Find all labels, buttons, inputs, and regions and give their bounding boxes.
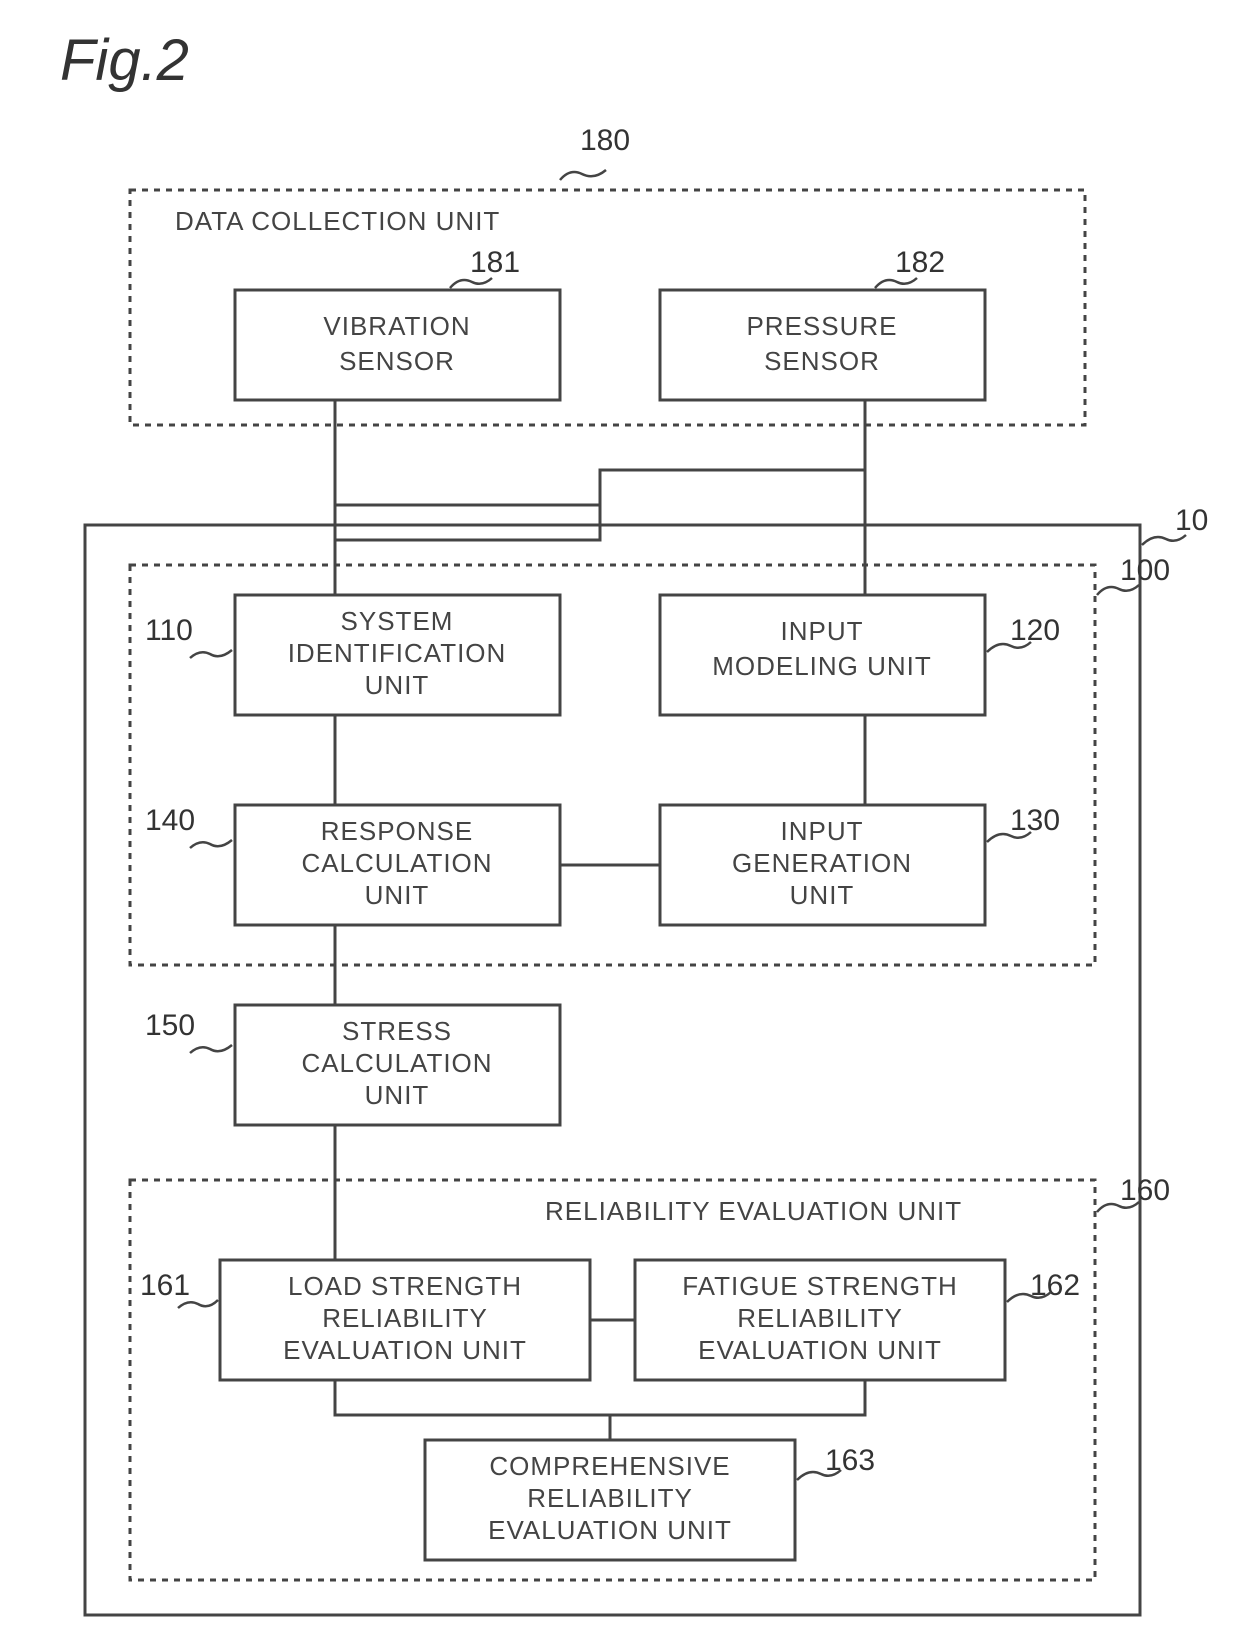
lead-140 <box>190 840 232 848</box>
inputgen-l3: UNIT <box>790 880 855 910</box>
comprehensive-l2: RELIABILITY <box>527 1483 693 1513</box>
pressure-sensor-box <box>660 290 985 400</box>
ref-110: 110 <box>145 614 193 647</box>
stress-l3: UNIT <box>365 1080 430 1110</box>
lead-182 <box>875 278 917 288</box>
ref-150: 150 <box>145 1009 195 1042</box>
ref-161: 161 <box>140 1269 190 1302</box>
response-l2: CALCULATION <box>301 848 492 878</box>
data-collection-label: DATA COLLECTION UNIT <box>175 206 500 236</box>
ref-163: 163 <box>825 1444 875 1477</box>
ref-120: 120 <box>1010 614 1060 647</box>
fatigue-l2: RELIABILITY <box>737 1303 903 1333</box>
ref-130: 130 <box>1010 804 1060 837</box>
sysid-l3: UNIT <box>365 670 430 700</box>
response-l1: RESPONSE <box>321 816 474 846</box>
sysid-l2: IDENTIFICATION <box>288 638 507 668</box>
comprehensive-l3: EVALUATION UNIT <box>488 1515 732 1545</box>
vibration-sensor-l2: SENSOR <box>339 346 455 376</box>
fatigue-l3: EVALUATION UNIT <box>698 1335 942 1365</box>
ref-100: 100 <box>1120 554 1170 587</box>
ref-181: 181 <box>470 246 520 279</box>
response-l3: UNIT <box>365 880 430 910</box>
inputgen-l1: INPUT <box>781 816 864 846</box>
reliability-label: RELIABILITY EVALUATION UNIT <box>545 1196 962 1226</box>
response-analysis-outline <box>130 565 1095 965</box>
figure-title: Fig.2 <box>60 28 189 93</box>
ref-160: 160 <box>1120 1174 1170 1207</box>
lead-181 <box>450 278 492 288</box>
sysid-l1: SYSTEM <box>341 606 454 636</box>
figure-2-block-diagram: Fig.2 DATA COLLECTION UNIT 180 VIBRATION… <box>0 0 1240 1651</box>
inputmodel-l1: INPUT <box>781 616 864 646</box>
vibration-sensor-box <box>235 290 560 400</box>
loadstr-l2: RELIABILITY <box>322 1303 488 1333</box>
lead-150 <box>190 1045 232 1053</box>
edge-cross-top <box>335 470 865 505</box>
edge-cross-bot-left <box>335 505 600 540</box>
inputgen-l2: GENERATION <box>732 848 912 878</box>
pressure-sensor-l1: PRESSURE <box>746 311 897 341</box>
edge-load-to-comprehensive <box>335 1380 610 1440</box>
loadstr-l3: EVALUATION UNIT <box>283 1335 527 1365</box>
pressure-sensor-l2: SENSOR <box>764 346 880 376</box>
ref-180: 180 <box>580 124 630 157</box>
lead-180 <box>560 170 606 180</box>
edge-fatigue-to-comprehensive <box>610 1380 865 1415</box>
comprehensive-l1: COMPREHENSIVE <box>489 1451 730 1481</box>
stress-l1: STRESS <box>342 1016 452 1046</box>
vibration-sensor-l1: VIBRATION <box>323 311 470 341</box>
data-collection-unit-group: DATA COLLECTION UNIT 180 VIBRATION SENSO… <box>130 124 1085 425</box>
loadstr-l1: LOAD STRENGTH <box>288 1271 522 1301</box>
ref-140: 140 <box>145 804 195 837</box>
stress-l2: CALCULATION <box>301 1048 492 1078</box>
ref-182: 182 <box>895 246 945 279</box>
fatigue-l1: FATIGUE STRENGTH <box>682 1271 958 1301</box>
inputmodel-l2: MODELING UNIT <box>712 651 932 681</box>
lead-110 <box>190 650 232 658</box>
ref-10: 10 <box>1175 504 1208 537</box>
